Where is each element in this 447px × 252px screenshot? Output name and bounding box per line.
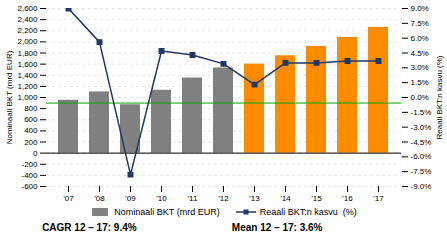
svg-text:800: 800 <box>24 104 38 113</box>
svg-text:2,200: 2,200 <box>17 26 38 35</box>
svg-text:2,400: 2,400 <box>17 15 38 24</box>
svg-text:400: 400 <box>24 126 38 135</box>
svg-text:2,600: 2,600 <box>17 4 38 13</box>
svg-text:1,800: 1,800 <box>17 49 38 58</box>
svg-text:Reaali BKT:n kasvu (%): Reaali BKT:n kasvu (%) <box>435 55 444 139</box>
svg-text:-4.5%: -4.5% <box>411 138 432 147</box>
svg-text:-600: -600 <box>21 182 38 191</box>
svg-text:'07: '07 <box>63 194 74 203</box>
svg-text:'15: '15 <box>311 194 322 203</box>
svg-text:3.0%: 3.0% <box>411 63 429 72</box>
svg-text:-3.0%: -3.0% <box>411 123 432 132</box>
svg-text:1.5%: 1.5% <box>411 78 429 87</box>
svg-text:1,400: 1,400 <box>17 71 38 80</box>
svg-text:0: 0 <box>33 149 38 158</box>
svg-text:7.5%: 7.5% <box>411 19 429 28</box>
svg-text:0.0%: 0.0% <box>411 93 429 102</box>
svg-text:-6.0%: -6.0% <box>411 152 432 161</box>
svg-text:1,000: 1,000 <box>17 93 38 102</box>
svg-text:-7.5%: -7.5% <box>411 167 432 176</box>
html-text:CAGR 12 – 17: 9.4%: CAGR 12 – 17: 9.4% <box>42 222 137 233</box>
svg-text:6.0%: 6.0% <box>411 34 429 43</box>
svg-text:-1.5%: -1.5% <box>411 108 432 117</box>
svg-text:'11: '11 <box>188 194 198 203</box>
svg-text:-200: -200 <box>21 160 38 169</box>
html-text:Reaali BKT:n kasvu (%): Reaali BKT:n kasvu (%) <box>259 207 357 217</box>
svg-text:-400: -400 <box>21 171 38 180</box>
svg-text:'08: '08 <box>94 194 105 203</box>
svg-text:9.0%: 9.0% <box>411 4 429 13</box>
svg-text:'09: '09 <box>125 194 136 203</box>
html-text:Mean 12 – 17: 3.6%: Mean 12 – 17: 3.6% <box>231 222 323 233</box>
svg-text:'12: '12 <box>218 194 229 203</box>
svg-text:1,200: 1,200 <box>17 82 38 91</box>
svg-text:'17: '17 <box>373 194 384 203</box>
svg-text:'14: '14 <box>280 194 291 203</box>
svg-text:'16: '16 <box>342 194 353 203</box>
html-text:Nominaali BKT (mrd EUR): Nominaali BKT (mrd EUR) <box>114 207 220 217</box>
svg-text:Nominaali BKT (mrd EUR): Nominaali BKT (mrd EUR) <box>5 50 14 144</box>
svg-text:4.5%: 4.5% <box>411 49 429 58</box>
svg-text:1,600: 1,600 <box>17 60 38 69</box>
svg-text:'10: '10 <box>156 194 167 203</box>
svg-text:-9.0%: -9.0% <box>411 182 432 191</box>
svg-text:200: 200 <box>24 138 38 147</box>
svg-text:600: 600 <box>24 115 38 124</box>
svg-text:'13: '13 <box>249 194 260 203</box>
svg-text:2,000: 2,000 <box>17 37 38 46</box>
